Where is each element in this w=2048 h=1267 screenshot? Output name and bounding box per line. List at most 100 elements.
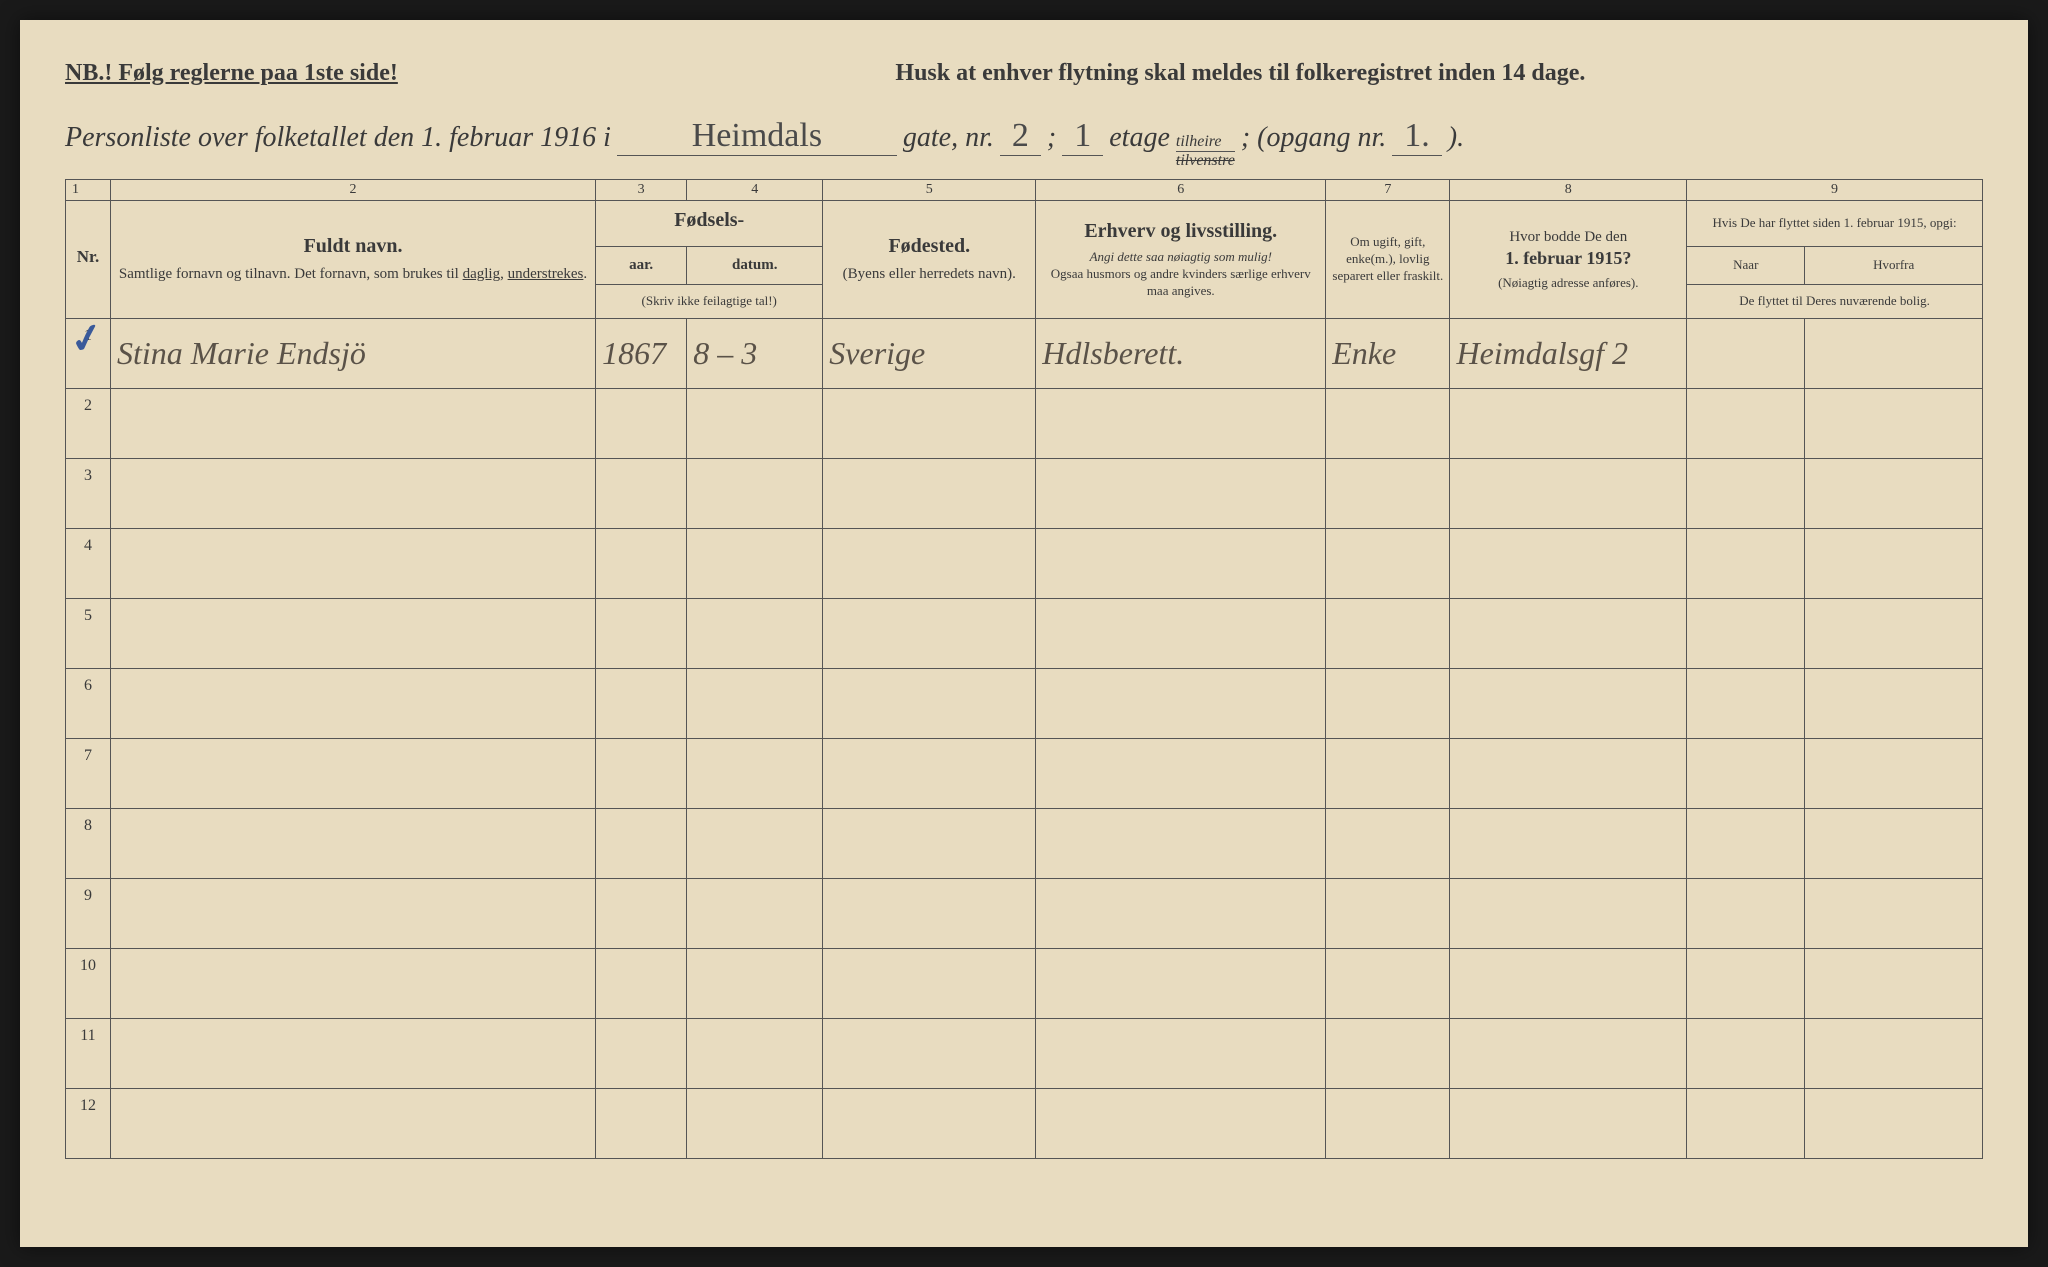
cell-prev-address [1450, 389, 1687, 459]
cell-date [687, 739, 823, 809]
row-number: 4 [66, 529, 111, 599]
table-row: 6 [66, 669, 1983, 739]
cell-moved-when [1687, 739, 1805, 809]
prev-addr-line1: Hvor bodde De den [1456, 227, 1680, 248]
cell-birthplace [823, 1019, 1036, 1089]
cell-year [596, 1089, 687, 1159]
cell-moved-when [1687, 599, 1805, 669]
cell-name [110, 739, 595, 809]
table-row: 7 [66, 739, 1983, 809]
colnum-6: 6 [1036, 180, 1326, 201]
column-number-row: 1 2 3 4 5 6 7 8 9 [66, 180, 1983, 201]
cell-moved-when [1687, 1089, 1805, 1159]
cell-date [687, 1089, 823, 1159]
opgang-label: ; (opgang nr. [1241, 122, 1386, 154]
header-row-1: Nr. Fuldt navn. Samtlige fornavn og tiln… [66, 201, 1983, 247]
cell-status [1326, 1019, 1450, 1089]
table-row: 4 [66, 529, 1983, 599]
birthplace-sub-label: (Byens eller herredets navn). [829, 264, 1029, 285]
cell-date: 8 – 3 [687, 319, 823, 389]
header-date: datum. [687, 247, 823, 285]
cell-name: Stina Marie Endsjö [110, 319, 595, 389]
cell-occupation [1036, 1019, 1326, 1089]
name-sub-label: Samtlige fornavn og tilnavn. Det fornavn… [117, 264, 589, 285]
cell-occupation: Hdlsberett. [1036, 319, 1326, 389]
closing-paren: ). [1448, 122, 1464, 154]
header-moved-from: Hvorfra [1805, 247, 1983, 285]
colnum-8: 8 [1450, 180, 1687, 201]
cell-moved-from [1805, 949, 1983, 1019]
cell-name [110, 879, 595, 949]
table-row: 8 [66, 809, 1983, 879]
etage-label: etage [1109, 122, 1170, 154]
cell-prev-address [1450, 949, 1687, 1019]
cell-birthplace [823, 1089, 1036, 1159]
cell-moved-when [1687, 669, 1805, 739]
header-birth: Fødsels- [596, 201, 823, 247]
cell-status: Enke [1326, 319, 1450, 389]
colnum-3: 3 [596, 180, 687, 201]
cell-moved-from [1805, 1019, 1983, 1089]
cell-prev-address [1450, 739, 1687, 809]
prev-addr-sub: (Nøiagtig adresse anføres). [1456, 275, 1680, 292]
cell-prev-address [1450, 809, 1687, 879]
cell-moved-from [1805, 459, 1983, 529]
table-body: 1✓Stina Marie Endsjö18678 – 3SverigeHdls… [66, 319, 1983, 1159]
occupation-sub1-label: Angi dette saa nøiagtig som mulig! [1042, 249, 1319, 266]
table-row: 1✓Stina Marie Endsjö18678 – 3SverigeHdls… [66, 319, 1983, 389]
title-prefix: Personliste over folketallet den 1. febr… [65, 122, 611, 154]
cell-date [687, 389, 823, 459]
cell-status-text: Enke [1332, 335, 1396, 371]
colnum-4: 4 [687, 180, 823, 201]
nb-warning: NB.! Følg reglerne paa 1ste side! [65, 60, 398, 87]
cell-name [110, 599, 595, 669]
birthplace-main-label: Fødested. [829, 235, 1029, 258]
cell-year [596, 809, 687, 879]
cell-moved-from [1805, 809, 1983, 879]
cell-status [1326, 389, 1450, 459]
cell-birthplace [823, 879, 1036, 949]
row-number: 11 [66, 1019, 111, 1089]
cell-prev-address [1450, 1089, 1687, 1159]
cell-name [110, 389, 595, 459]
cell-occupation-text: Hdlsberett. [1042, 335, 1184, 371]
cell-name [110, 949, 595, 1019]
gate-label: gate, nr. [903, 122, 994, 154]
cell-occupation [1036, 389, 1326, 459]
colnum-1: 1 [66, 180, 111, 201]
cell-date [687, 529, 823, 599]
row-number: 6 [66, 669, 111, 739]
table-row: 11 [66, 1019, 1983, 1089]
check-mark-icon: ✓ [66, 313, 107, 365]
opgang-number-field: 1. [1392, 117, 1442, 156]
gate-number-field: 2 [1000, 117, 1041, 156]
cell-occupation [1036, 949, 1326, 1019]
cell-status [1326, 529, 1450, 599]
header-prev-address: Hvor bodde De den 1. februar 1915? (Nøia… [1450, 201, 1687, 319]
moved-bottom-label: De flyttet til Deres nuværende bolig. [1693, 293, 1976, 310]
tilheire-label: tilheire [1176, 133, 1235, 152]
row-number: 7 [66, 739, 111, 809]
cell-moved-from [1805, 599, 1983, 669]
cell-moved-when [1687, 459, 1805, 529]
table-row: 10 [66, 949, 1983, 1019]
header-birth-note: (Skriv ikke feilagtige tal!) [596, 285, 823, 319]
cell-birthplace [823, 459, 1036, 529]
colnum-5: 5 [823, 180, 1036, 201]
cell-prev-address: Heimdalsgf 2 [1450, 319, 1687, 389]
header-occupation: Erhverv og livsstilling. Angi dette saa … [1036, 201, 1326, 319]
row-number: 2 [66, 389, 111, 459]
cell-date [687, 1019, 823, 1089]
cell-year [596, 389, 687, 459]
header-status: Om ugift, gift, enke(m.), lovlig separer… [1326, 201, 1450, 319]
cell-year [596, 739, 687, 809]
cell-birthplace [823, 389, 1036, 459]
cell-birthplace [823, 809, 1036, 879]
cell-date [687, 599, 823, 669]
cell-occupation [1036, 739, 1326, 809]
nr-label: Nr. [72, 247, 104, 267]
census-table: 1 2 3 4 5 6 7 8 9 Nr. Fuldt navn. Samtli… [65, 179, 1983, 1159]
cell-occupation [1036, 669, 1326, 739]
cell-name [110, 459, 595, 529]
cell-name [110, 1089, 595, 1159]
